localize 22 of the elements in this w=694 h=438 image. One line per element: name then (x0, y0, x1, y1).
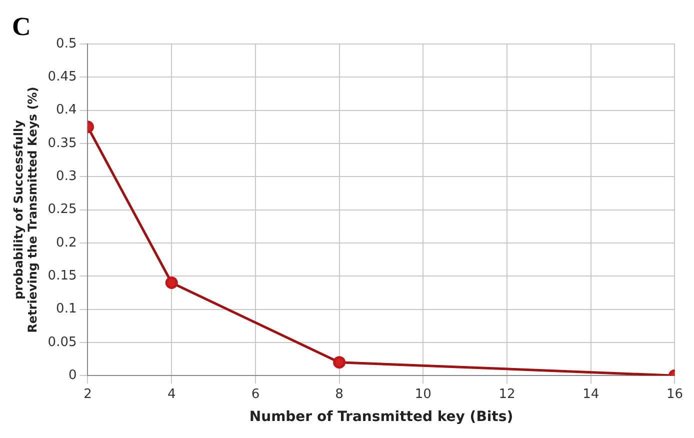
y-tick-label: 0.5 (56, 36, 77, 52)
y-tick-label: 0.2 (56, 235, 77, 250)
y-tick-label: 0.35 (48, 136, 77, 151)
x-tick-label: 12 (498, 386, 516, 402)
x-tick-label: 14 (582, 386, 600, 402)
y-axis-title: probability of Successfully Retrieving the Transmitted Keys (%) (11, 86, 40, 333)
y-tick-label: 0.15 (48, 268, 77, 284)
y-tick-label: 0.1 (56, 302, 77, 317)
x-tick-label: 6 (251, 386, 260, 402)
text: C (12, 12, 31, 42)
y-tick-label: 0.25 (48, 202, 77, 218)
y-tick-label: 0.45 (48, 70, 77, 85)
x-tick-label: 10 (414, 386, 432, 402)
x-axis-title: Number of Transmitted key (Bits) (249, 409, 514, 426)
y-tick-label: 0.4 (56, 102, 77, 118)
y-tick-label: 0.3 (56, 169, 77, 184)
y-tick-label: 0.05 (48, 334, 77, 350)
x-tick-label: 2 (84, 386, 92, 402)
x-tick-label: 16 (666, 386, 683, 402)
y-tick-label: 0 (68, 368, 77, 383)
x-tick-label: 8 (335, 386, 344, 402)
x-tick-label: 4 (167, 386, 176, 402)
